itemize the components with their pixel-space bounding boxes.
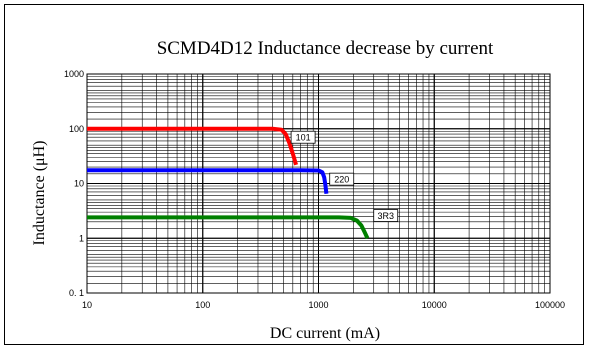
series-label-box <box>373 209 399 222</box>
x-tick-label: 100 <box>195 300 210 310</box>
y-tick-label: 1000 <box>64 69 84 79</box>
x-tick-label: 100000 <box>535 300 565 310</box>
x-tick-label: 10 <box>82 300 92 310</box>
chart-title: SCMD4D12 Inductance decrease by current <box>157 38 494 59</box>
grid <box>87 73 551 293</box>
series-layer: 101 220 3R3 <box>87 126 399 240</box>
series-line-3r3 <box>87 215 370 240</box>
series-label-text: 101 <box>296 133 311 143</box>
x-tick-label: 10000 <box>422 300 447 310</box>
y-tick-label: 100 <box>69 124 84 134</box>
series-line-101 <box>87 126 298 166</box>
series-label-box <box>290 130 316 144</box>
series-label-3r3: 3R3 <box>373 209 399 222</box>
series-label-box <box>329 172 355 186</box>
x-tick-label: 1000 <box>308 300 328 310</box>
chart-frame: SCMD4D12 Inductance decrease by current … <box>4 4 584 345</box>
inductance-chart: SCMD4D12 Inductance decrease by current … <box>31 38 565 342</box>
plot-border <box>86 73 551 294</box>
tick-labels: 10 100 1000 10000 100000 0. 1 1 10 100 1000 <box>64 69 565 310</box>
series-label-text: 3R3 <box>377 211 394 221</box>
y-axis-label: Inductance (μH) <box>31 141 48 246</box>
y-tick-label: 1 <box>79 233 84 243</box>
series-label-220: 220 <box>329 172 355 186</box>
x-axis-label: DC current (mA) <box>270 325 380 342</box>
series-label-101: 101 <box>290 130 316 144</box>
series-label-text: 220 <box>334 175 349 185</box>
y-tick-label: 10 <box>74 179 84 189</box>
y-tick-label: 0. 1 <box>69 288 84 298</box>
series-line-220 <box>87 168 329 194</box>
